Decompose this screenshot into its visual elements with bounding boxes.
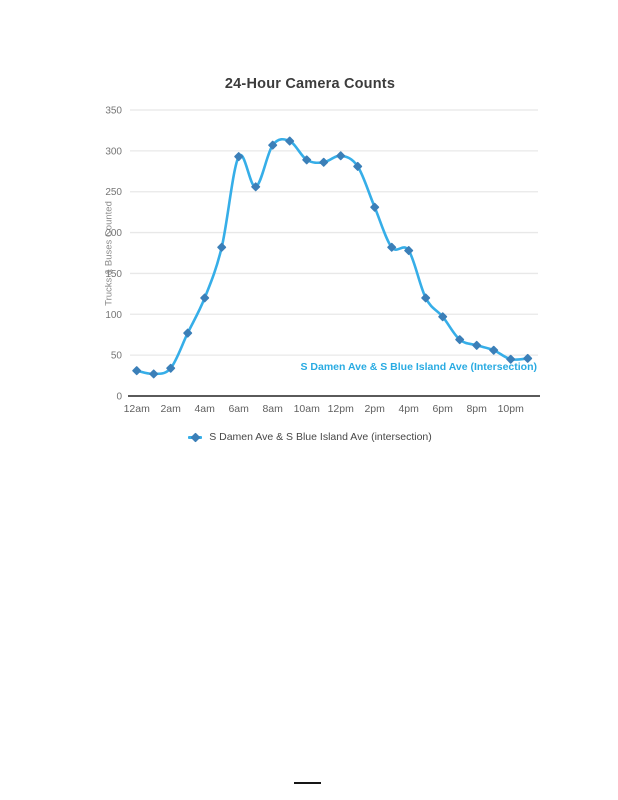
data-point-marker [404,246,414,256]
data-point-marker [149,369,159,379]
chart-legend: S Damen Ave & S Blue Island Ave (interse… [80,431,540,443]
data-point-marker [302,155,312,165]
data-point-marker [489,345,499,355]
x-tick-label: 2pm [364,403,385,415]
data-point-marker [251,182,261,192]
data-point-marker [472,340,482,350]
chart-title: 24-Hour Camera Counts [224,76,396,92]
x-tick-label: 6am [228,403,249,415]
data-point-marker [217,242,227,252]
x-tick-label: 12am [124,403,151,415]
data-point-marker [336,151,346,161]
y-tick-label: 50 [111,351,123,362]
x-tick-label: 12pm [328,403,355,415]
y-tick-label: 0 [116,392,122,403]
data-point-marker [455,335,465,345]
data-point-marker [353,161,363,171]
x-tick-label: 4am [194,403,215,415]
data-point-marker [268,140,278,150]
legend-diamond-icon [190,432,201,442]
footer-divider [294,782,321,784]
data-point-marker [183,328,193,338]
data-point-marker [319,157,329,167]
x-tick-label: 8pm [466,403,487,415]
x-tick-label: 6pm [432,403,453,415]
y-tick-label: 150 [105,269,122,280]
data-point-marker [234,152,244,162]
x-tick-label: 4pm [398,403,419,415]
legend-series-marker-icon [188,432,203,442]
data-point-marker [285,136,295,146]
x-tick-label: 10am [294,403,321,415]
y-tick-label: 350 [105,106,122,117]
chart-plot-area: 0 50 100 150 200 250 300 350 12am 2am 4am 6am 8am 10a… [105,106,540,415]
y-tick-label: 200 [105,228,122,239]
data-point-marker [421,293,431,303]
y-tick-label: 250 [105,187,122,198]
x-tick-label: 8am [262,403,283,415]
series-line [135,137,529,376]
data-point-marker [506,354,516,364]
line-chart: 24-Hour Camera Counts Trucks & Buses Cou… [80,70,540,450]
x-tick-label: 10pm [498,403,525,415]
data-point-marker [387,242,397,252]
data-point-marker [523,353,533,363]
x-tick-label: 2am [160,403,181,415]
y-tick-label: 300 [105,146,122,157]
y-tick-label: 100 [105,310,122,321]
data-point-marker [132,366,142,376]
data-point-marker [370,202,380,212]
data-point-marker [200,293,210,303]
data-point-marker [438,312,448,322]
series-annotation: S Damen Ave & S Blue Island Ave (Interse… [300,361,537,373]
legend-series-label: S Damen Ave & S Blue Island Ave (interse… [209,431,432,443]
data-point-marker [166,363,176,373]
